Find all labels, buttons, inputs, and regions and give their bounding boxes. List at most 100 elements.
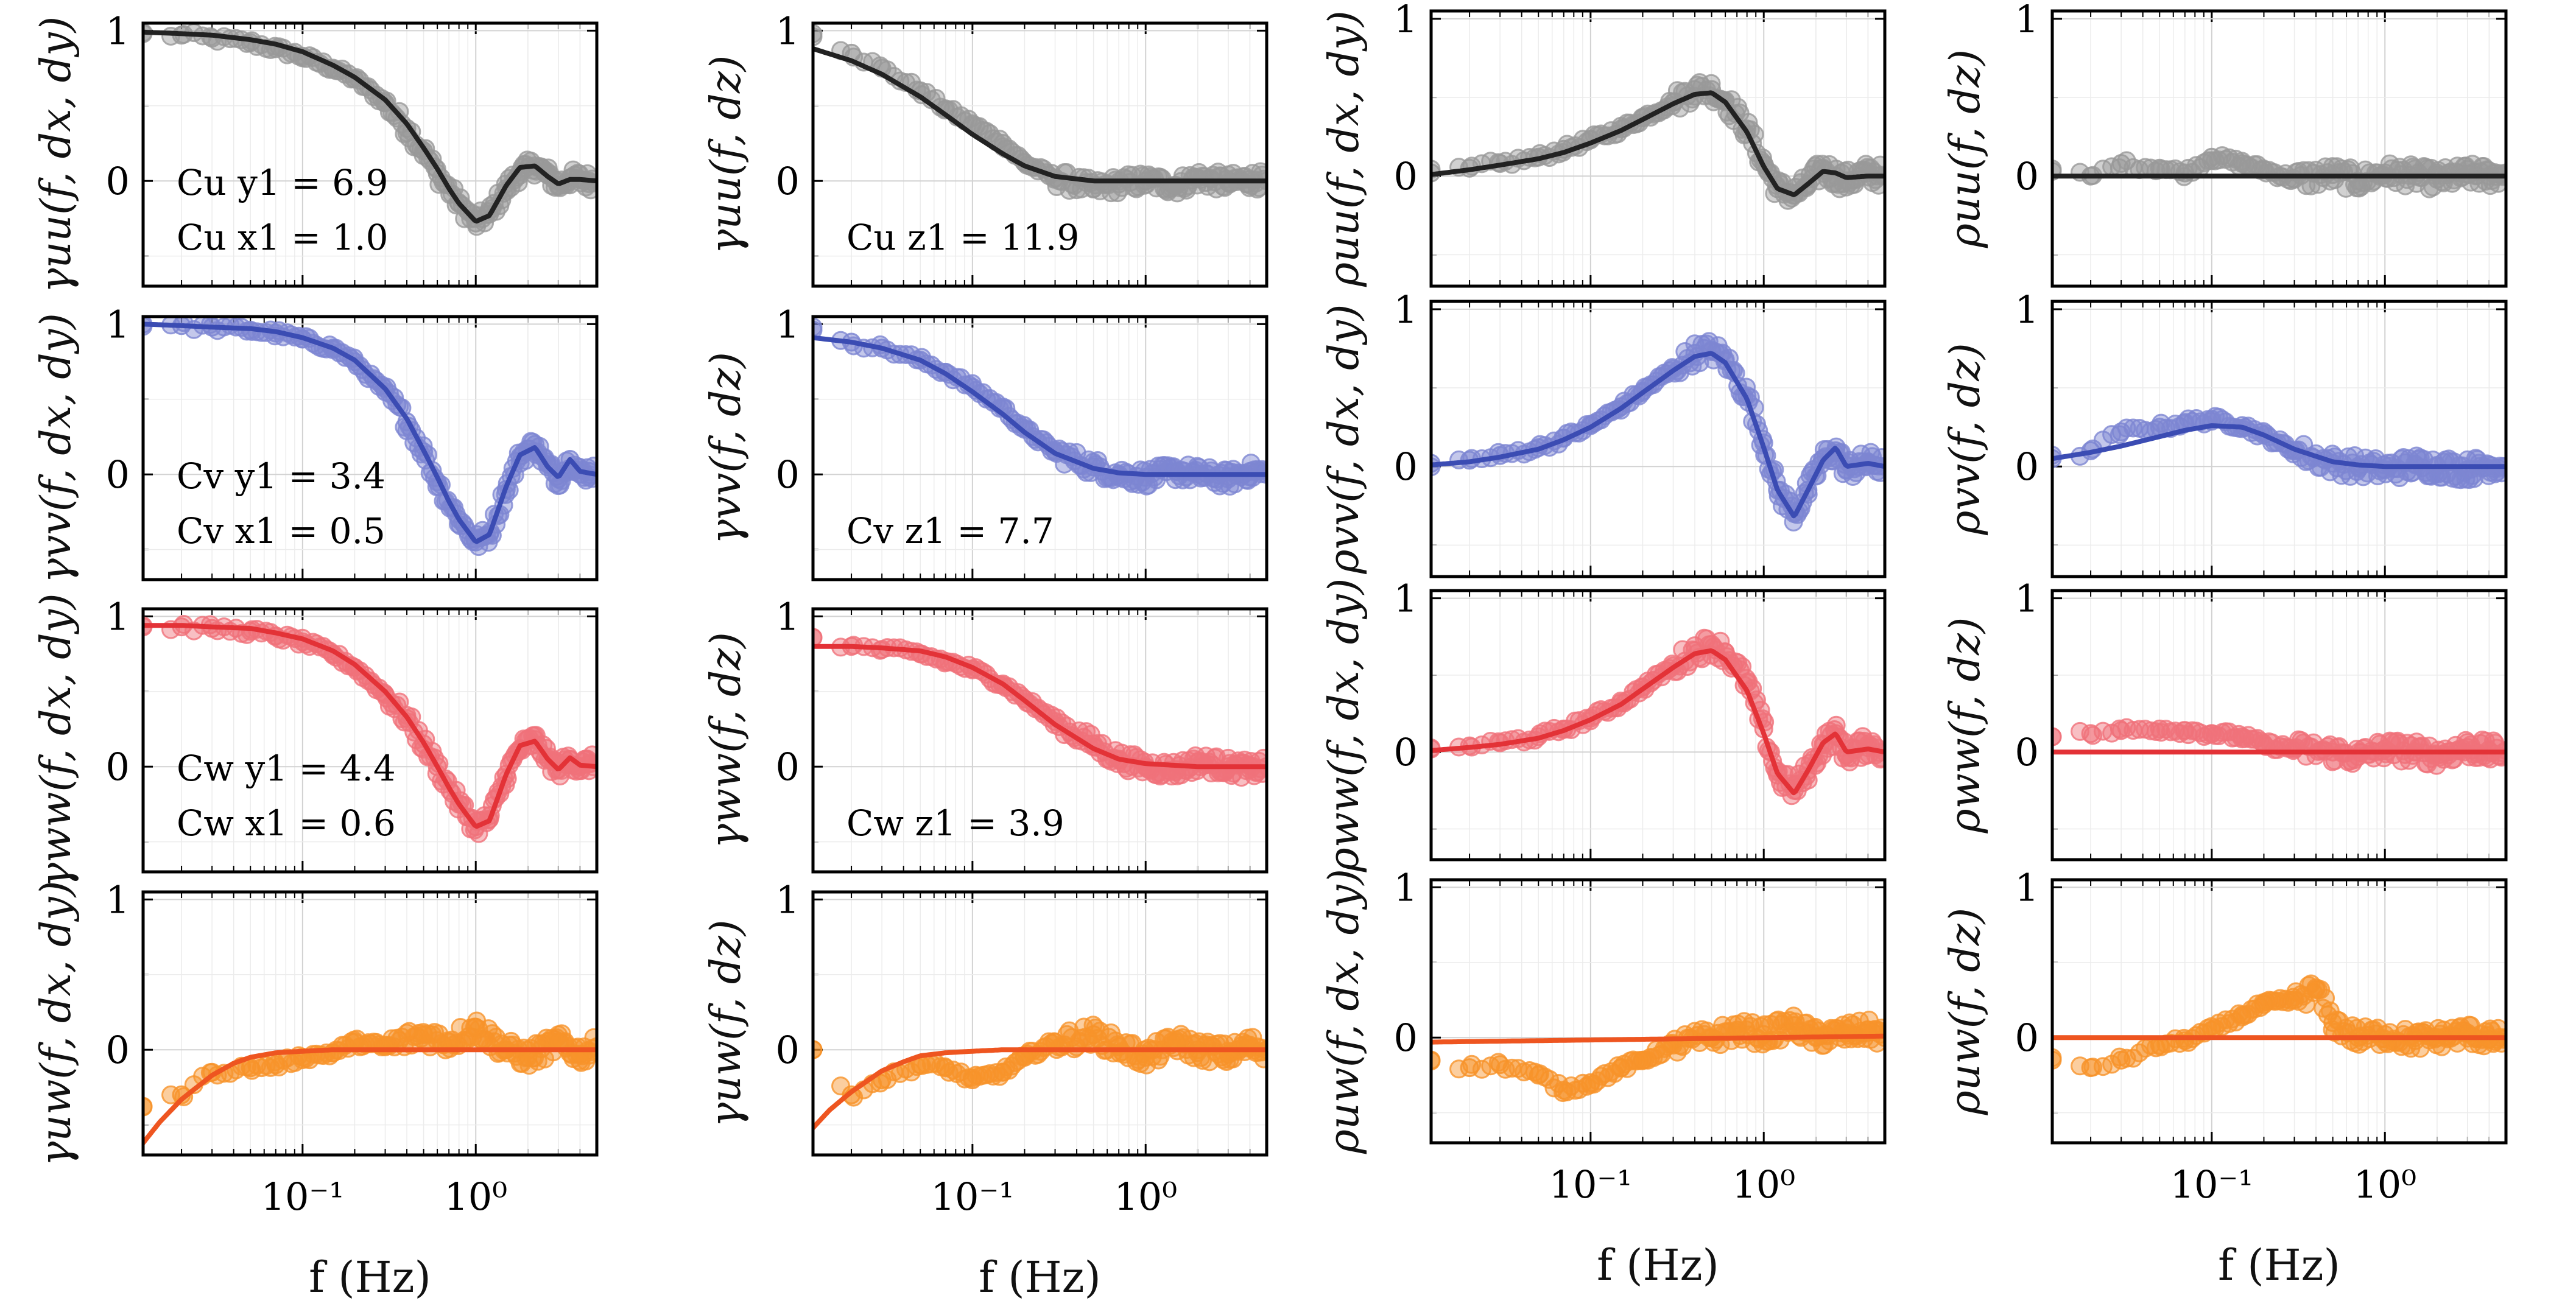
grid xyxy=(143,892,597,1155)
y-tick-label: 0 xyxy=(2015,444,2039,489)
data-point xyxy=(2175,163,2195,183)
grid xyxy=(143,609,597,872)
data-point xyxy=(1166,461,1186,481)
plot-frame xyxy=(2050,300,2508,578)
plot-frame xyxy=(2050,9,2508,288)
data-point xyxy=(1240,461,1259,481)
coefficient-annotation: Cw y1 = 4.4 xyxy=(177,748,396,789)
data-point xyxy=(2405,1031,2425,1050)
data-point xyxy=(1581,1073,1600,1092)
panel-rho_vv_dz: 0 1 ρvv(f, dz) xyxy=(1941,287,2508,578)
scatter-points xyxy=(813,24,1267,203)
y-tick-label: 0 xyxy=(2015,730,2039,774)
data-point xyxy=(2427,169,2447,189)
grid xyxy=(2052,301,2507,577)
model-curve xyxy=(813,46,1267,184)
data-point xyxy=(936,1058,955,1078)
scatter-points xyxy=(813,628,1267,787)
y-tick-label: 1 xyxy=(776,302,800,346)
data-point xyxy=(2081,724,2100,743)
scatter-points xyxy=(1431,73,1885,210)
x-tick-label: 10⁻¹ xyxy=(931,1174,1014,1219)
grid xyxy=(1431,591,1885,860)
data-point xyxy=(993,1062,1013,1082)
data-point xyxy=(2285,169,2304,189)
y-tick-label: 1 xyxy=(2015,865,2039,910)
y-tick-label: 0 xyxy=(106,159,130,203)
data-point xyxy=(466,1017,485,1037)
coefficient-annotation: Cv x1 = 0.5 xyxy=(177,510,385,552)
data-point xyxy=(1490,1055,1510,1075)
x-tick-label: 10⁰ xyxy=(1732,1162,1795,1207)
y-tick-label: 0 xyxy=(776,452,800,497)
data-point xyxy=(2111,154,2131,174)
data-point xyxy=(1611,1058,1631,1078)
coefficient-annotation: Cw x1 = 0.6 xyxy=(177,802,396,844)
data-point xyxy=(143,1097,153,1117)
data-point xyxy=(1554,1081,1574,1100)
data-point xyxy=(1188,168,1208,188)
scatter-points xyxy=(2052,146,2506,198)
plot-frame xyxy=(141,21,599,288)
grid xyxy=(1431,880,1885,1143)
panel-gamma_ww_dz: 0 1 γww(f, dz) Cw z1 = 3.9 xyxy=(702,594,1269,874)
y-tick-label: 1 xyxy=(776,877,800,922)
scatter-points xyxy=(1431,1006,1885,1103)
data-point xyxy=(2254,995,2273,1014)
panel-gamma_vv_dxdy: 0 1 γvv(f, dx, dy) Cv y1 = 3.4 Cv x1 = 0.5 xyxy=(32,302,599,583)
scatter-points xyxy=(813,1016,1267,1107)
y-tick-label: 1 xyxy=(106,9,130,53)
y-tick-label: 1 xyxy=(776,9,800,53)
data-point xyxy=(1240,760,1259,779)
data-point xyxy=(1084,1025,1103,1045)
data-point xyxy=(963,1070,982,1090)
data-point xyxy=(2233,154,2252,174)
y-axis-label: γuw(f, dx, dy) xyxy=(32,881,80,1167)
data-point xyxy=(2202,147,2222,167)
data-point xyxy=(376,1037,395,1056)
x-tick-label: 10⁰ xyxy=(1114,1174,1177,1219)
scatter-points xyxy=(1431,628,1885,805)
data-point xyxy=(813,628,823,647)
scatter-points xyxy=(2052,718,2506,775)
y-tick-label: 1 xyxy=(1394,865,1418,910)
model-curve xyxy=(143,321,597,544)
plot-frame xyxy=(811,21,1269,288)
y-axis-label: γuu(f, dz) xyxy=(702,55,750,254)
panel-rho_uw_dz: 0 1 ρuw(f, dz) 10⁻¹ 10⁰ f (Hz) xyxy=(1941,865,2508,1290)
data-point xyxy=(2233,1005,2252,1025)
data-point xyxy=(1136,468,1155,487)
y-tick-label: 0 xyxy=(1394,1016,1418,1060)
x-axis-label: f (Hz) xyxy=(309,1252,431,1302)
plot-frame xyxy=(141,890,599,1157)
data-point xyxy=(2458,460,2477,479)
y-tick-label: 0 xyxy=(2015,1016,2039,1060)
y-axis-label: ρvv(f, dx, dy) xyxy=(1320,304,1368,575)
data-point xyxy=(414,1025,434,1045)
y-axis-label: γww(f, dz) xyxy=(702,632,750,848)
x-tick-label: 10⁻¹ xyxy=(261,1174,344,1219)
data-point xyxy=(2202,724,2222,743)
model-curve xyxy=(1431,648,1885,796)
panel-rho_vv_dxdy: 0 1 ρvv(f, dx, dy) xyxy=(1320,287,1887,578)
x-tick-label: 10⁰ xyxy=(2353,1162,2416,1207)
panel-rho_ww_dz: 0 1 ρww(f, dz) xyxy=(1941,577,2508,862)
data-point xyxy=(2375,1025,2395,1044)
coefficient-annotation: Cw z1 = 3.9 xyxy=(846,802,1065,844)
y-tick-label: 1 xyxy=(106,302,130,346)
y-tick-label: 0 xyxy=(776,1028,800,1072)
y-axis-label: ρuw(f, dz) xyxy=(1941,908,1990,1115)
y-tick-label: 0 xyxy=(776,745,800,789)
scatter-points xyxy=(1431,332,1885,532)
data-point xyxy=(1109,1037,1128,1056)
grid xyxy=(1431,11,1885,286)
data-point xyxy=(2081,1058,2100,1078)
scatter-points xyxy=(143,1011,597,1117)
plot-frame xyxy=(141,607,599,874)
plot-frame xyxy=(811,607,1269,874)
model-curve xyxy=(2052,423,2506,469)
data-point xyxy=(813,24,823,43)
panel-gamma_uw_dxdy: 0 1 γuw(f, dx, dy) 10⁻¹ 10⁰ f (Hz) xyxy=(32,877,599,1302)
data-point xyxy=(2175,1031,2195,1050)
